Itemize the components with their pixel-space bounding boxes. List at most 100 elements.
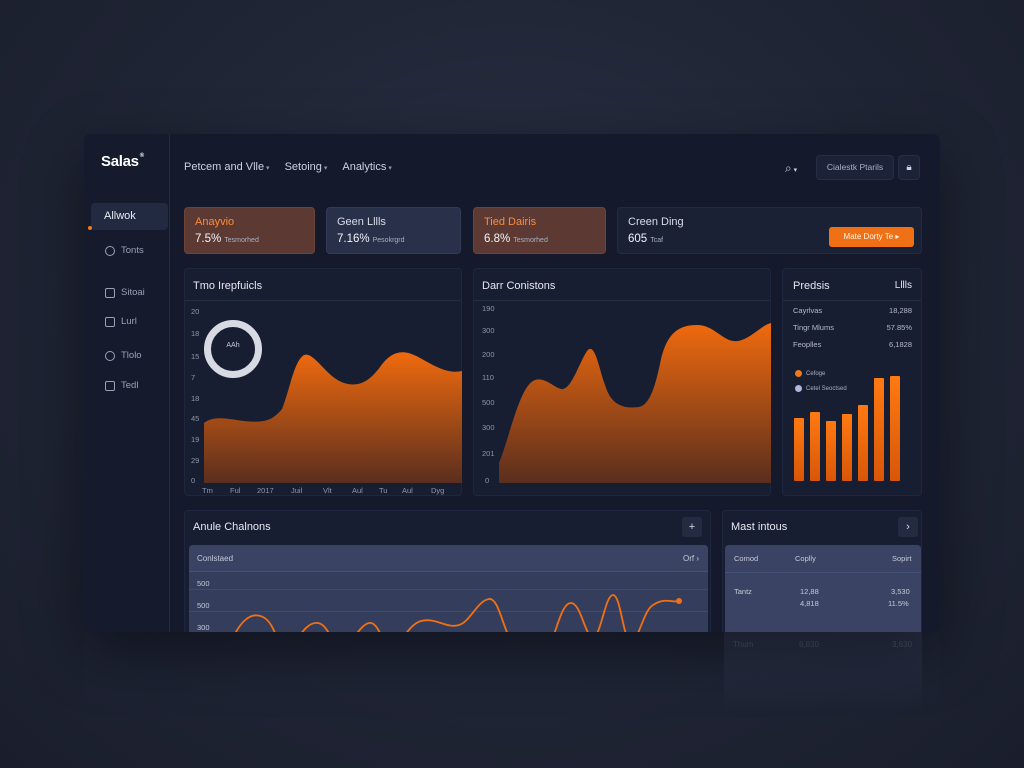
dashboard-window: Salas® Allwok Tonts Sitoai Lurl Tlolo Te…	[84, 134, 940, 632]
x-tick: 2017	[257, 486, 274, 495]
x-tick: Tm	[202, 486, 213, 495]
top-nav: Petcem and Vlle Setoing Analytics	[184, 161, 392, 173]
sidebar-item-4[interactable]: Tlolo	[105, 350, 142, 361]
y-tick: 300	[197, 623, 210, 632]
line-series	[235, 594, 680, 632]
sidebar-item-active[interactable]: Allwok	[88, 203, 168, 230]
legend-item: Cefoge	[795, 370, 825, 377]
kpi-card-1[interactable]: Anayvio 7.5% Tesmorhed	[184, 207, 315, 254]
recent-panel: Mast intous › Comod Coplly Sopirt Tantz …	[722, 510, 922, 632]
y-tick: 20	[191, 307, 200, 316]
sidebar-item-3[interactable]: Lurl	[105, 316, 137, 327]
line-chart-label: Conlstaed	[197, 554, 234, 563]
area-chart-1	[204, 352, 462, 483]
y-tick: 110	[482, 373, 494, 382]
y-tick: 500	[197, 579, 210, 588]
cta-button[interactable]: Mate Dorty Te ▸	[829, 227, 914, 247]
y-tick: 7	[191, 373, 196, 382]
panel-column-label: Lllls	[894, 280, 912, 291]
table-reflection	[724, 632, 922, 712]
kpi-card-3[interactable]: Tied Dairis 6.8% Tesmorhed	[473, 207, 606, 254]
kpi-title: Tied Dairis	[484, 216, 537, 228]
add-button[interactable]: +	[682, 517, 702, 537]
line-end-point	[676, 598, 682, 604]
line-chart-filter[interactable]: Orf ›	[683, 554, 699, 563]
mini-bar	[794, 418, 804, 481]
search-icon[interactable]: ⌕	[785, 161, 797, 176]
line-chart-card: Conlstaed Orf › 500 500 300	[189, 545, 708, 632]
y-tick: 29	[191, 456, 200, 465]
table-header: Comod	[734, 554, 759, 563]
y-tick: 200	[482, 350, 495, 359]
nav-menu-3[interactable]: Analytics	[342, 161, 392, 173]
grid-icon	[105, 380, 115, 391]
reflection-text: 3,630	[892, 640, 913, 649]
legend-item: Cetel Seoctsed	[795, 385, 847, 392]
kpi-card-2[interactable]: Geen Lllls 7.16% Pesokrgrd	[326, 207, 461, 254]
chart-title: Darr Conistons	[482, 280, 556, 292]
table-cell: 3,530	[891, 587, 910, 596]
y-tick: 300	[482, 423, 495, 432]
table-header: Sopirt	[892, 554, 912, 563]
sidebar: Salas® Allwok Tonts Sitoai Lurl Tlolo Te…	[84, 134, 170, 632]
app-logo: Salas®	[101, 153, 144, 170]
mini-bar	[810, 412, 820, 481]
y-tick: 190	[482, 304, 495, 313]
sidebar-item-2[interactable]: Sitoai	[105, 287, 145, 298]
chart-panel-3: Anule Chalnons + Conlstaed Orf › 500 500…	[184, 510, 711, 632]
table-cell: 12,88	[800, 587, 819, 596]
chart-title: Tmo Irepfuicls	[193, 280, 263, 292]
sidebar-item-5[interactable]: Tedl	[105, 380, 138, 391]
x-tick: Juil	[291, 486, 303, 495]
x-tick: Vlt	[323, 486, 332, 495]
settings-icon	[105, 350, 115, 361]
nav-menu-2[interactable]: Setoing	[285, 161, 328, 173]
top-action-button[interactable]: Cialestk Ptarils	[816, 155, 894, 180]
mini-bar	[874, 378, 884, 481]
nav-menu-1[interactable]: Petcem and Vlle	[184, 161, 270, 173]
reflection-text: Thum	[733, 640, 754, 649]
y-tick: 18	[191, 329, 200, 338]
y-tick: 0	[485, 476, 490, 485]
y-tick: 19	[191, 435, 200, 444]
mini-bar	[890, 376, 900, 481]
kpi-value: 605 Tcaf	[628, 233, 664, 245]
area-series-2	[499, 323, 771, 483]
chart-title: Anule Chalnons	[193, 521, 271, 533]
y-tick: 15	[191, 352, 200, 361]
mini-bar	[826, 421, 836, 481]
kpi-value: 7.16% Pesokrgrd	[337, 233, 405, 245]
home-icon	[105, 287, 115, 298]
y-tick: 0	[191, 476, 196, 485]
kpi-title: Anayvio	[195, 216, 235, 228]
panel-title: Predsis	[793, 280, 830, 292]
x-tick: Aul	[352, 486, 363, 495]
y-tick: 500	[197, 601, 210, 610]
y-tick: 45	[191, 414, 200, 423]
kpi-title: Creen Ding	[628, 216, 684, 228]
table-header: Coplly	[795, 554, 816, 563]
window-reflection	[84, 632, 940, 732]
kpi-value: 6.8% Tesmorhed	[484, 233, 548, 245]
lock-icon[interactable]: 🔒︎	[898, 155, 920, 180]
product-row: Cayrlvas 18,288	[793, 306, 912, 315]
x-tick: Aul	[402, 486, 413, 495]
mini-bar	[858, 405, 868, 481]
table-cell: Tantz	[734, 587, 752, 596]
chart-panel-2: Darr Conistons 190 300 200 110 500 300 2…	[473, 268, 771, 496]
panel-title: Mast intous	[731, 521, 788, 533]
kpi-value: 7.5% Tesmorhed	[195, 233, 259, 245]
mini-bar	[842, 414, 852, 481]
product-row: Feoplles 6,1828	[793, 340, 912, 349]
y-tick: 18	[191, 394, 200, 403]
table-cell: 11.5%	[888, 599, 909, 608]
x-tick: Tu	[379, 486, 388, 495]
chevron-right-icon[interactable]: ›	[898, 517, 918, 537]
x-tick: Ful	[230, 486, 241, 495]
donut-chart: AAh	[204, 320, 262, 378]
y-tick: 500	[482, 398, 495, 407]
product-row: Tingr Mlums 57.85%	[793, 323, 912, 332]
chat-icon	[105, 316, 115, 327]
sidebar-item-1[interactable]: Tonts	[105, 245, 144, 256]
table-cell: 4,818	[800, 599, 819, 608]
